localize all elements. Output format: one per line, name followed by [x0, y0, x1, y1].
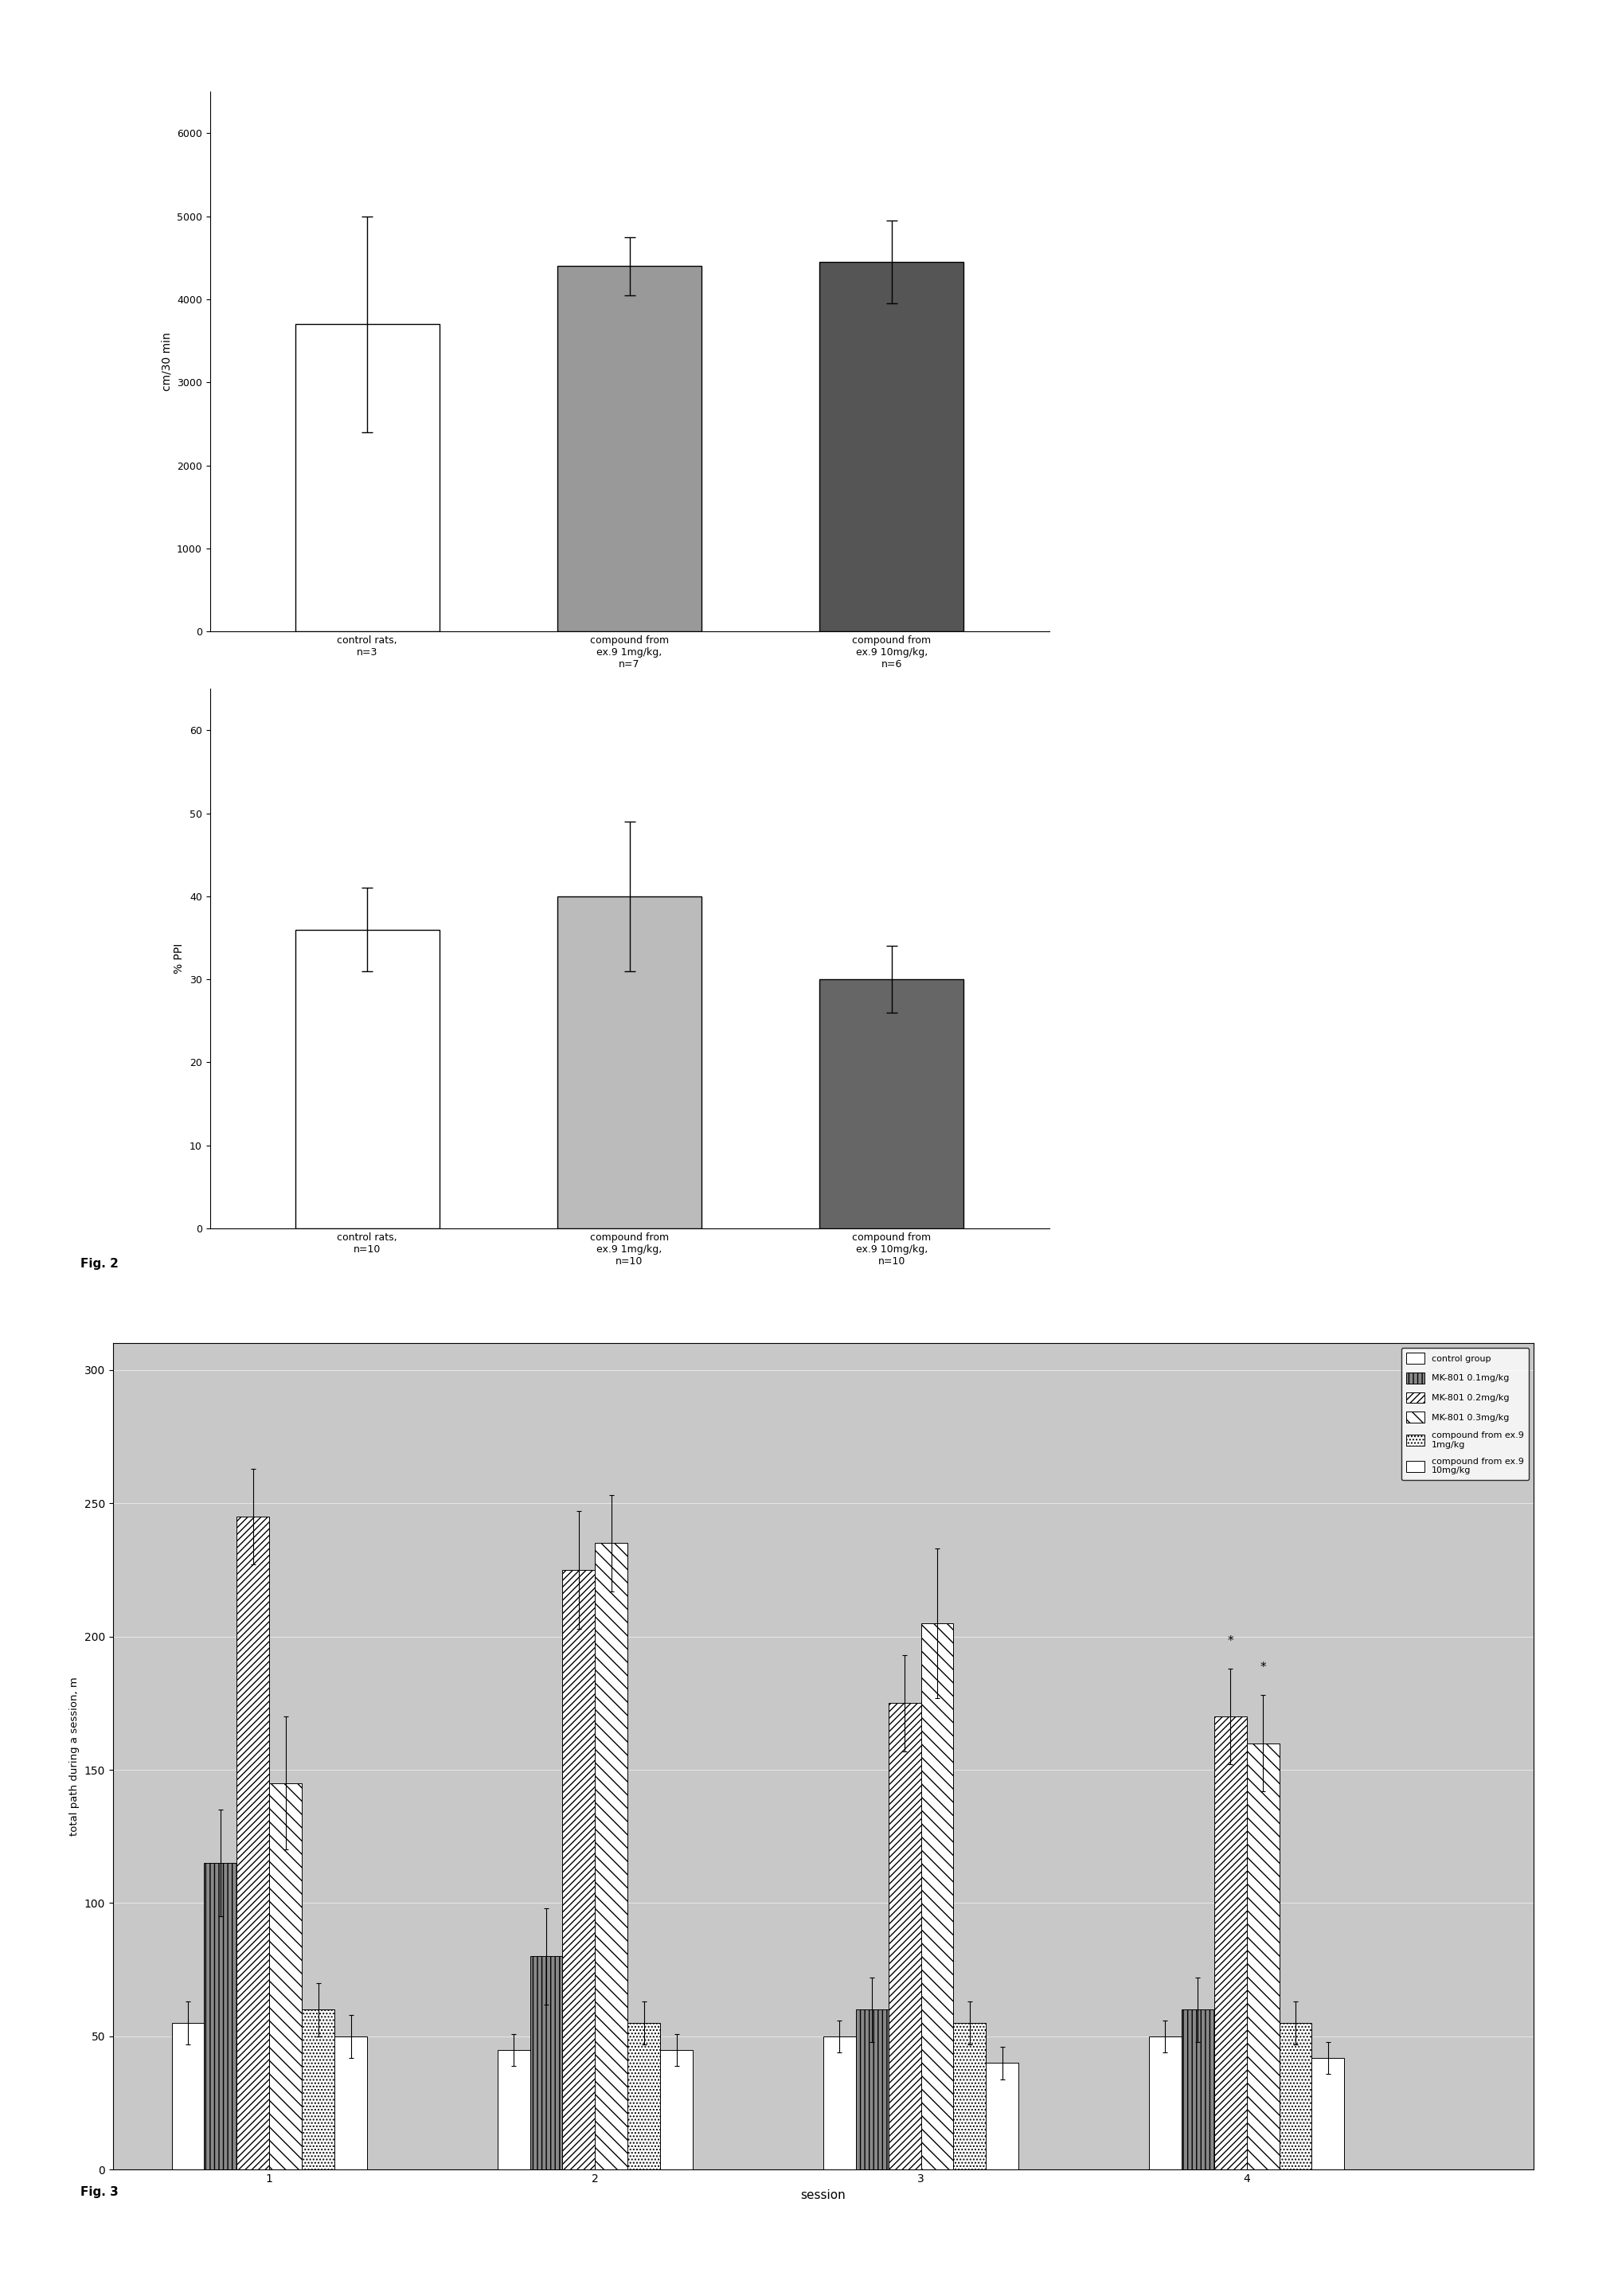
Bar	[237, 1515, 270, 2170]
Bar	[497, 2050, 529, 2170]
Bar	[986, 2064, 1018, 2170]
Bar	[1280, 2023, 1312, 2170]
Bar	[563, 1570, 596, 2170]
Y-axis label: % PPI: % PPI	[174, 944, 186, 974]
Bar	[1149, 2037, 1181, 2170]
Bar	[295, 324, 439, 631]
Bar	[334, 2037, 366, 2170]
Bar	[1246, 1743, 1280, 2170]
Text: Fig. 3: Fig. 3	[81, 2186, 119, 2197]
Text: *: *	[1261, 1662, 1265, 1674]
Bar	[823, 2037, 855, 2170]
Bar	[855, 2009, 888, 2170]
Y-axis label: cm/30 min: cm/30 min	[161, 333, 173, 390]
Bar	[1214, 1717, 1246, 2170]
Text: Fig. 2: Fig. 2	[81, 1258, 119, 1270]
Bar	[1312, 2057, 1344, 2170]
Bar	[270, 1784, 302, 2170]
X-axis label: session: session	[801, 2188, 846, 2202]
Bar	[888, 1704, 922, 2170]
Bar	[205, 1862, 237, 2170]
Bar	[557, 266, 702, 631]
Bar	[171, 2023, 205, 2170]
Bar	[302, 2009, 334, 2170]
Y-axis label: total path during a session, m: total path during a session, m	[69, 1676, 79, 1837]
Bar	[295, 930, 439, 1228]
Bar	[820, 262, 964, 631]
Bar	[954, 2023, 986, 2170]
Text: *: *	[1227, 1635, 1233, 1646]
Bar	[820, 980, 964, 1228]
Bar	[1181, 2009, 1214, 2170]
Legend: control group, MK-801 0.1mg/kg, MK-801 0.2mg/kg, MK-801 0.3mg/kg, compound from : control group, MK-801 0.1mg/kg, MK-801 0…	[1401, 1348, 1528, 1481]
Bar	[660, 2050, 692, 2170]
Bar	[557, 895, 702, 1228]
Bar	[628, 2023, 660, 2170]
Bar	[596, 1543, 628, 2170]
Bar	[529, 1956, 563, 2170]
Bar	[922, 1623, 954, 2170]
